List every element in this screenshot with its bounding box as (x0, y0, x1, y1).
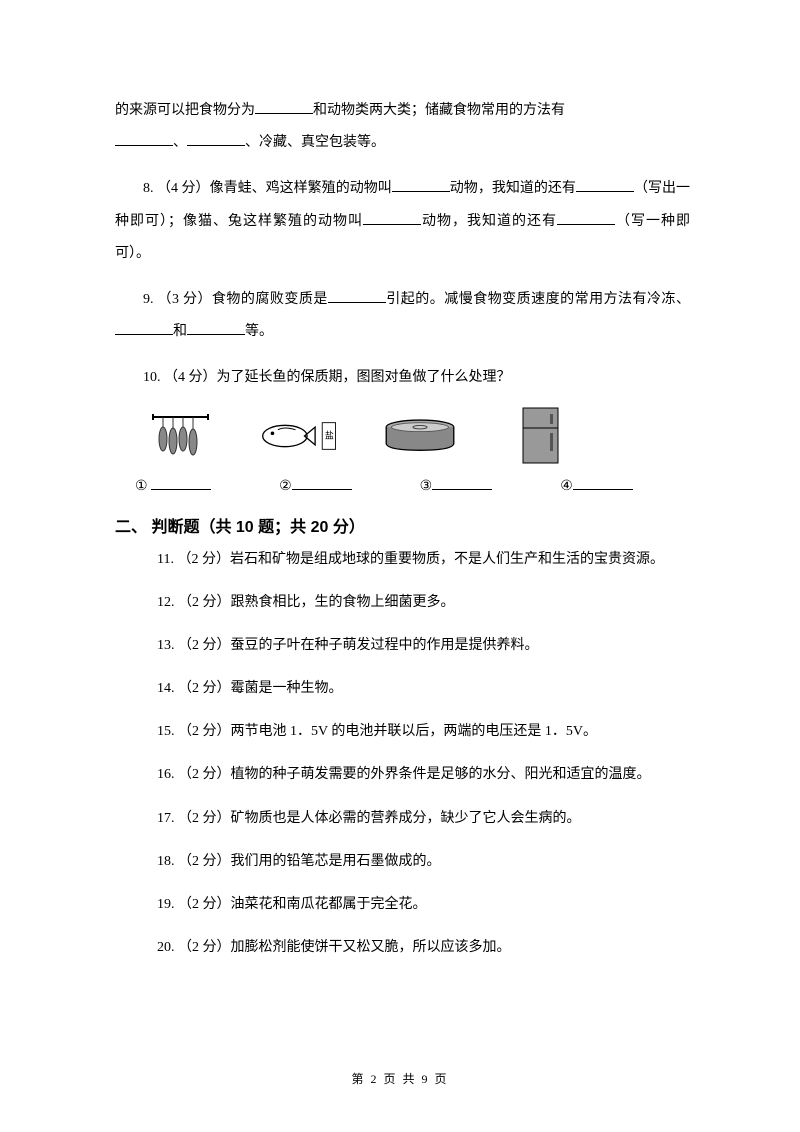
q10-label-1: ① (135, 476, 211, 495)
q9-blank-3[interactable] (187, 321, 245, 335)
label-num-2: ② (279, 478, 292, 495)
q8-prefix: 8. （4 分）像青蛙、鸡这样繁殖的动物叫 (143, 181, 392, 196)
q9: 9. （3 分）食物的腐败变质是 引起的。减慢食物变质速度的常用方法有冷冻、和 等。 (115, 284, 690, 348)
tf-12: 12. （2 分）跟熟食相比，生的食物上细菌更多。 (115, 590, 690, 615)
q8-blank-4[interactable] (557, 211, 615, 225)
q10-label-2: ② (279, 476, 352, 495)
tf-18: 18. （2 分）我们用的铅笔芯是用石墨做成的。 (115, 849, 690, 874)
q9-blank-2[interactable] (115, 321, 173, 335)
q7-text-b: 和动物类两大类；储藏食物常用的方法有 (313, 103, 565, 118)
salted-fish-icon: 盐 (260, 411, 340, 461)
section-2-heading: 二、 判断题（共 10 题；共 20 分） (115, 513, 690, 537)
tf-14: 14. （2 分）霉菌是一种生物。 (115, 676, 690, 701)
q9-prefix: 9. （3 分）食物的腐败变质是 (143, 292, 328, 307)
hanging-fish-icon (148, 409, 213, 464)
q10-answer-4[interactable] (573, 476, 633, 490)
q8-mid1: 动物，我知道的还有 (450, 181, 576, 196)
q8-blank-3[interactable] (363, 211, 421, 225)
q7-blank-3[interactable] (187, 132, 245, 146)
svg-text:盐: 盐 (325, 430, 334, 441)
q10-img-4 (500, 409, 580, 464)
q10-answer-1[interactable] (151, 476, 211, 490)
q8: 8. （4 分）像青蛙、鸡这样繁殖的动物叫动物，我知道的还有（写出一种即可）；像… (115, 173, 690, 270)
tf-16: 16. （2 分）植物的种子萌发需要的外界条件是足够的水分、阳光和适宜的温度。 (115, 762, 690, 787)
tf-11: 11. （2 分）岩石和矿物是组成地球的重要物质，不是人们生产和生活的宝贵资源。 (115, 547, 690, 572)
q10-label-4: ④ (560, 476, 633, 495)
q9-blank-1[interactable] (328, 289, 386, 303)
label-num-4: ④ (560, 478, 573, 495)
q7-text-d: 、冷藏、真空包装等。 (245, 135, 385, 150)
q8-mid3: 动物，我知道的还有 (421, 214, 557, 229)
tf-19: 19. （2 分）油菜花和南瓜花都属于完全花。 (115, 892, 690, 917)
label-num-1: ① (135, 478, 148, 495)
q10-answer-2[interactable] (292, 476, 352, 490)
canned-fish-icon (380, 414, 460, 459)
label-num-3: ③ (420, 478, 433, 495)
page-footer: 第 2 页 共 9 页 (0, 1070, 800, 1087)
tf-13: 13. （2 分）蚕豆的子叶在种子萌发过程中的作用是提供养料。 (115, 633, 690, 658)
q10-label-3: ③ (420, 476, 493, 495)
q8-blank-1[interactable] (392, 178, 450, 192)
q10-labels: ① ② ③ ④ (135, 476, 690, 495)
q10-images: 盐 (140, 409, 690, 464)
tf-15: 15. （2 分）两节电池 1．5V 的电池并联以后，两端的电压还是 1．5V。 (115, 719, 690, 744)
q9-tail: 等。 (245, 324, 273, 339)
q7-continuation: 的来源可以把食物分为 和动物类两大类；储藏食物常用的方法有 、 、冷藏、真空包装等。 (115, 95, 690, 159)
q8-blank-2[interactable] (576, 178, 634, 192)
q10-img-1 (140, 409, 220, 464)
tf-20: 20. （2 分）加膨松剂能使饼干又松又脆，所以应该多加。 (115, 935, 690, 960)
q10-answer-3[interactable] (432, 476, 492, 490)
q7-text-c: 、 (173, 135, 187, 150)
q7-blank-1[interactable] (255, 100, 313, 114)
tf-17: 17. （2 分）矿物质也是人体必需的营养成分，缺少了它人会生病的。 (115, 806, 690, 831)
q9-mid: 引起的。减慢食物变质速度的常用方法有冷冻、 (386, 292, 690, 307)
q7-blank-2[interactable] (115, 132, 173, 146)
q10-text: 10. （4 分）为了延长鱼的保质期，图图对鱼做了什么处理？ (115, 362, 690, 394)
refrigerator-icon (518, 406, 563, 466)
q10-img-3 (380, 409, 460, 464)
q10-img-2: 盐 (260, 409, 340, 464)
q9-join: 和 (173, 324, 187, 339)
q7-text-a: 的来源可以把食物分为 (115, 103, 255, 118)
